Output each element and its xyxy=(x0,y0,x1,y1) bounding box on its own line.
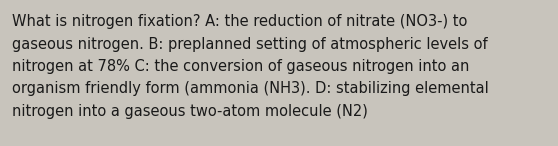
Text: nitrogen into a gaseous two-atom molecule (N2): nitrogen into a gaseous two-atom molecul… xyxy=(12,104,368,119)
Text: nitrogen at 78% C: the conversion of gaseous nitrogen into an: nitrogen at 78% C: the conversion of gas… xyxy=(12,59,469,74)
Text: organism friendly form (ammonia (NH3). D: stabilizing elemental: organism friendly form (ammonia (NH3). D… xyxy=(12,81,489,97)
Text: gaseous nitrogen. B: preplanned setting of atmospheric levels of: gaseous nitrogen. B: preplanned setting … xyxy=(12,36,488,52)
Text: What is nitrogen fixation? A: the reduction of nitrate (NO3-) to: What is nitrogen fixation? A: the reduct… xyxy=(12,14,468,29)
